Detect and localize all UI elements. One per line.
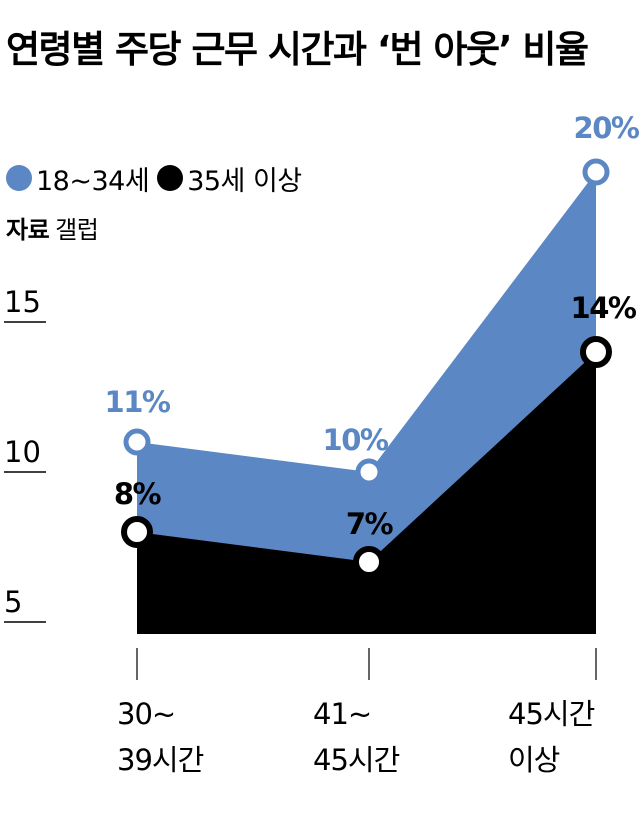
point-1-1 xyxy=(353,546,385,578)
value-label-1-1: 7% xyxy=(346,507,394,541)
x-tick-label-2: 45시간 이상 xyxy=(508,697,595,777)
value-label-0-0: 11% xyxy=(105,385,171,419)
chart-title: 연령별 주당 근무 시간과 ‘번 아웃’ 비율 xyxy=(6,28,589,71)
value-label-1-2: 14% xyxy=(571,291,637,325)
x-tick-label-0: 30~ 39시간 xyxy=(117,697,204,777)
value-label-1-0: 8% xyxy=(114,477,162,511)
area-35-plus xyxy=(137,352,596,634)
legend-label-older: 35세 이상 xyxy=(187,165,302,197)
point-1-0 xyxy=(121,516,153,548)
y-tick-label-15: 15 xyxy=(4,285,41,319)
legend-dot-young xyxy=(6,165,32,191)
source-note: 자료 갤럽 xyxy=(6,210,99,245)
point-0-1 xyxy=(355,458,383,486)
legend-item-young: 18~34세 xyxy=(6,159,150,198)
value-label-0-2: 20% xyxy=(574,111,640,145)
y-tick-label-5: 5 xyxy=(4,585,22,619)
legend-dot-older xyxy=(157,165,184,191)
point-0-0 xyxy=(123,428,151,456)
value-label-0-1: 10% xyxy=(323,423,389,457)
point-0-2 xyxy=(582,158,610,186)
legend-item-older: 35세 이상 xyxy=(157,159,302,198)
legend: 18~34세 35세 이상 xyxy=(6,159,310,198)
source-label: 자료 xyxy=(6,216,50,244)
legend-label-young: 18~34세 xyxy=(36,165,150,197)
source-value: 갤럽 xyxy=(55,216,99,244)
x-tick-label-1: 41~ 45시간 xyxy=(313,697,400,777)
y-tick-label-10: 10 xyxy=(4,435,41,469)
point-1-2 xyxy=(580,336,612,368)
